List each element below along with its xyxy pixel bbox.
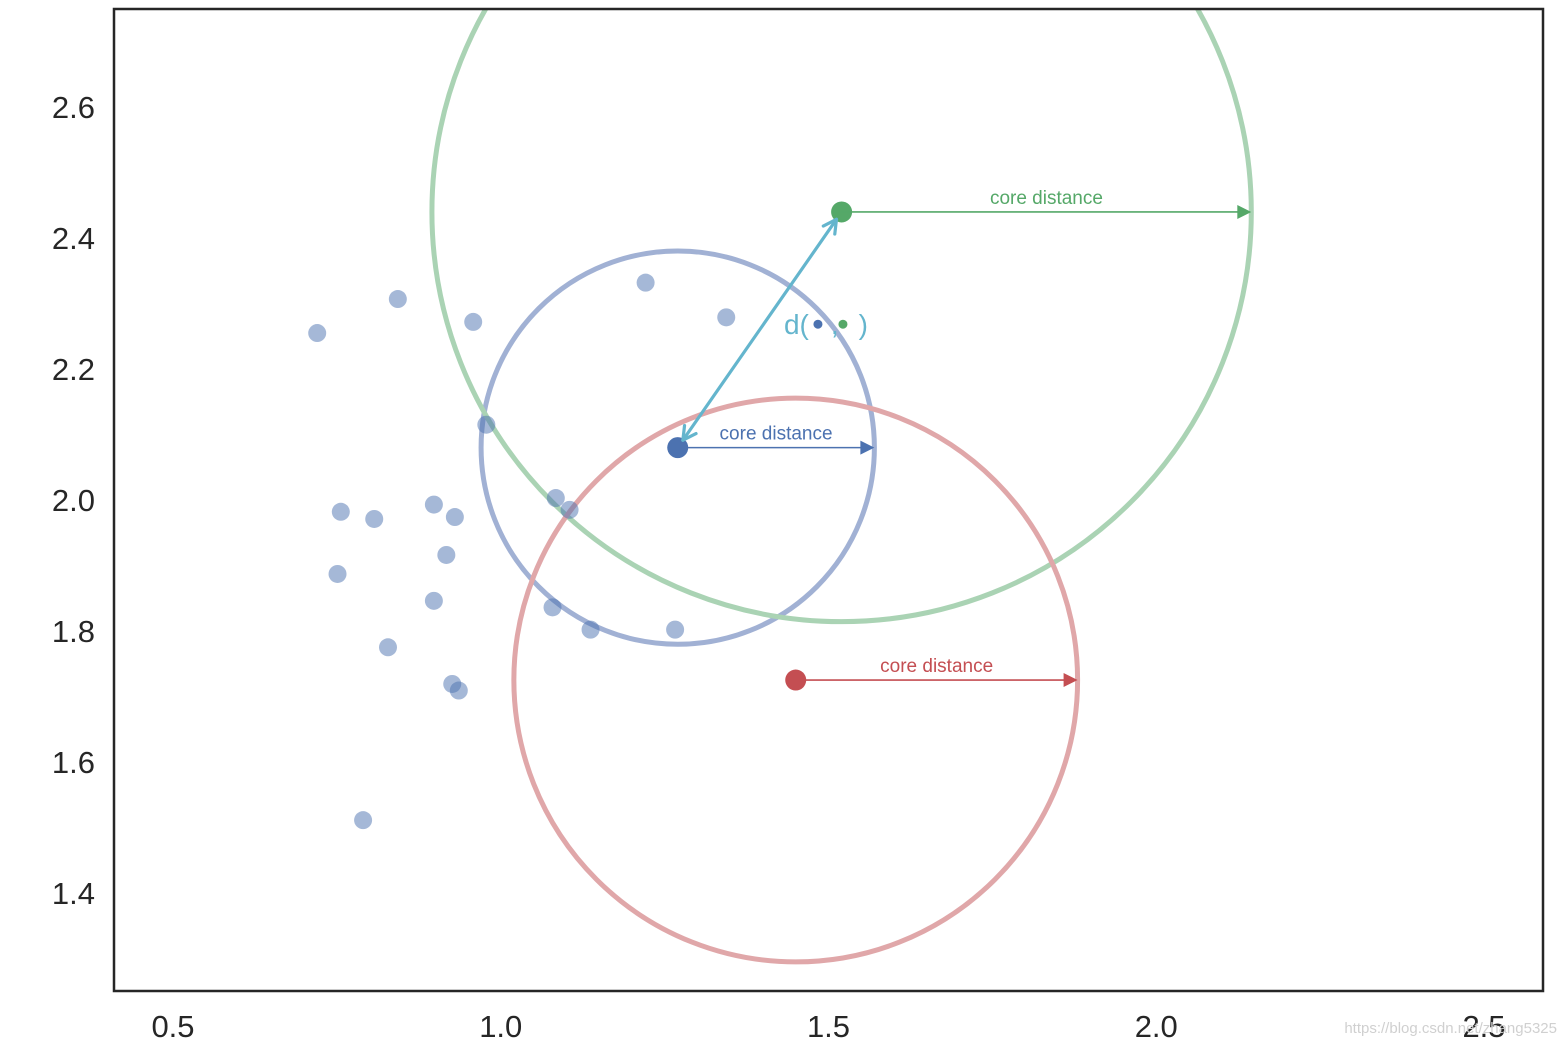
- x-tick-label: 2.0: [1135, 1009, 1178, 1044]
- x-tick-label: 0.5: [151, 1009, 194, 1044]
- distance-label: d(,): [784, 309, 868, 340]
- y-tick-label: 2.0: [52, 483, 95, 518]
- data-point-14: [424, 591, 443, 610]
- distance-label-dot-green: [838, 319, 848, 329]
- data-point-6: [546, 489, 565, 508]
- data-point-7: [560, 500, 579, 519]
- data-point-21: [354, 811, 373, 830]
- core-distance-label-blue: core distance: [720, 424, 833, 445]
- y-tick-label: 1.4: [52, 876, 95, 911]
- data-point-18: [379, 638, 398, 657]
- mutual-distance-arrowhead-end: [821, 217, 839, 236]
- distance-label-dot-blue: [813, 319, 823, 329]
- data-point-2: [464, 312, 483, 331]
- data-point-9: [365, 509, 384, 528]
- core-arrowhead-red: [1063, 673, 1078, 688]
- core-circle-green: [429, 9, 1254, 625]
- data-point-1: [388, 290, 407, 309]
- y-tick-label: 2.4: [52, 221, 95, 256]
- data-point-11: [445, 508, 464, 527]
- data-point-3: [636, 273, 655, 292]
- y-tick-label: 1.6: [52, 745, 95, 780]
- data-point-13: [328, 564, 347, 583]
- x-tick-label: 1.0: [479, 1009, 522, 1044]
- core-arrowhead-green: [1237, 204, 1252, 219]
- core-arrowhead-blue: [860, 440, 875, 455]
- data-point-20: [449, 681, 468, 700]
- mutual-distance-arrow: [681, 217, 839, 442]
- core-distance-label-red: core distance: [880, 656, 993, 677]
- data-point-5: [477, 415, 496, 434]
- data-point-12: [437, 545, 456, 564]
- data-point-10: [424, 495, 443, 514]
- y-tick-label: 1.8: [52, 614, 95, 649]
- y-tick-label: 2.2: [52, 352, 95, 387]
- plot-frame: [112, 7, 1545, 993]
- data-point-0: [308, 324, 327, 343]
- y-tick-label: 2.6: [52, 90, 95, 125]
- data-point-17: [666, 620, 685, 639]
- data-point-8: [331, 502, 350, 521]
- data-point-15: [543, 598, 562, 617]
- core-circle-blue: [478, 248, 877, 647]
- watermark: https://blog.csdn.net/zhang5325: [1344, 1020, 1557, 1037]
- core-distance-label-green: core distance: [990, 188, 1103, 209]
- mutual-distance-arrowhead-start: [681, 423, 698, 442]
- x-tick-label: 2.5: [1462, 1009, 1505, 1044]
- x-tick-label: 1.5: [807, 1009, 850, 1044]
- data-point-4: [717, 308, 736, 327]
- data-point-16: [581, 620, 600, 639]
